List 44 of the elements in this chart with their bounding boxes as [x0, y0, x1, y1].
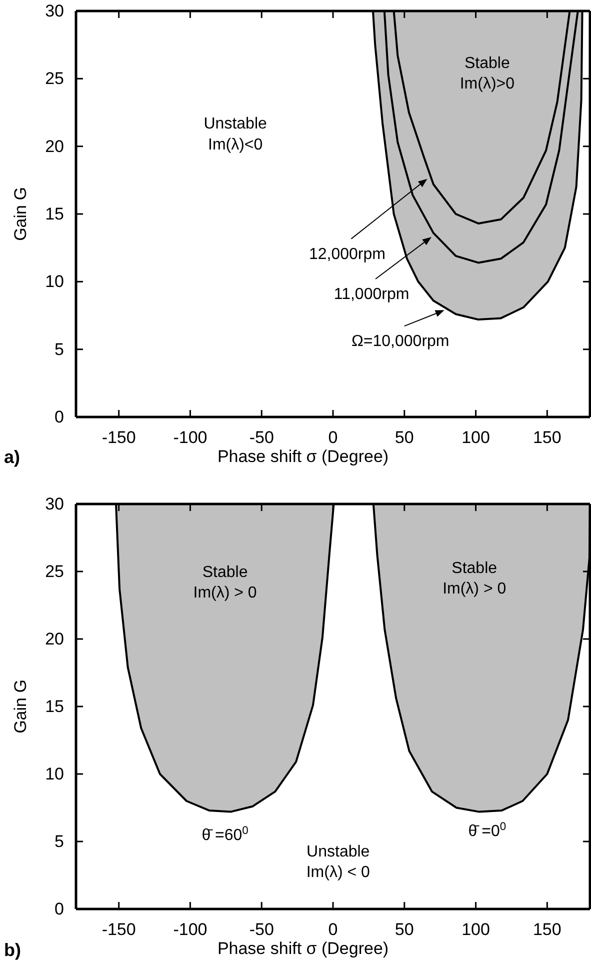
x-tick-label: 0: [328, 428, 338, 448]
y-tick-label: 30: [45, 494, 64, 514]
x-tick-label: 0: [328, 920, 338, 940]
annotation: Stable Im(λ) > 0: [193, 564, 257, 602]
x-axis-title: Phase shift σ (Degree): [217, 939, 389, 958]
y-tick-label: 5: [54, 832, 64, 851]
annotation: Stable Im(λ)>0: [460, 54, 515, 93]
annotation: Unstable Im(λ) < 0: [306, 843, 370, 882]
y-tick-label: 0: [54, 899, 64, 918]
x-tick-label: -100: [173, 428, 208, 448]
text: a): [4, 447, 20, 467]
y-tick-label: 0: [54, 407, 64, 426]
x-tick-label: 150: [532, 920, 562, 940]
x-tick-label: -50: [249, 428, 274, 448]
y-axis-title: Gain G: [11, 187, 30, 241]
x-tick-label: -150: [102, 920, 136, 940]
x-tick-label: 100: [462, 920, 490, 940]
y-tick-label: 10: [45, 764, 64, 784]
annotation: Stable Im(λ) > 0: [442, 560, 506, 598]
x-tick-label: -100: [173, 920, 208, 940]
annotation: 12,000rpm: [308, 246, 386, 263]
x-tick-label: 150: [532, 428, 562, 448]
text: b): [4, 940, 21, 960]
y-tick-label: 15: [45, 696, 64, 716]
annotation: θ̄ =0$^{0}$: [468, 821, 506, 840]
y-axis-title: Gain G: [11, 680, 30, 734]
annotation: θ̄ =60$^{0}$: [202, 825, 248, 844]
y-tick-label: 25: [45, 69, 64, 88]
x-tick-label: 50: [394, 428, 414, 448]
x-tick-label: -50: [249, 920, 274, 940]
annotation: Ω=10,000rpm: [351, 333, 450, 350]
x-tick-label: 50: [394, 920, 414, 940]
y-tick-label: 20: [45, 629, 64, 648]
x-axis-title: Phase shift σ (Degree): [217, 447, 389, 466]
x-tick-label: 100: [462, 428, 490, 448]
x-tick-label: -150: [102, 428, 136, 448]
y-tick-label: 20: [45, 136, 64, 156]
y-tick-label: 30: [45, 1, 64, 20]
annotation: 11,000rpm: [334, 286, 410, 304]
y-tick-label: 25: [45, 562, 64, 581]
y-tick-label: 15: [45, 204, 64, 224]
annotation: Unstable Im(λ)<0: [204, 116, 268, 154]
y-tick-label: 5: [54, 340, 64, 359]
y-tick-label: 10: [45, 272, 64, 292]
